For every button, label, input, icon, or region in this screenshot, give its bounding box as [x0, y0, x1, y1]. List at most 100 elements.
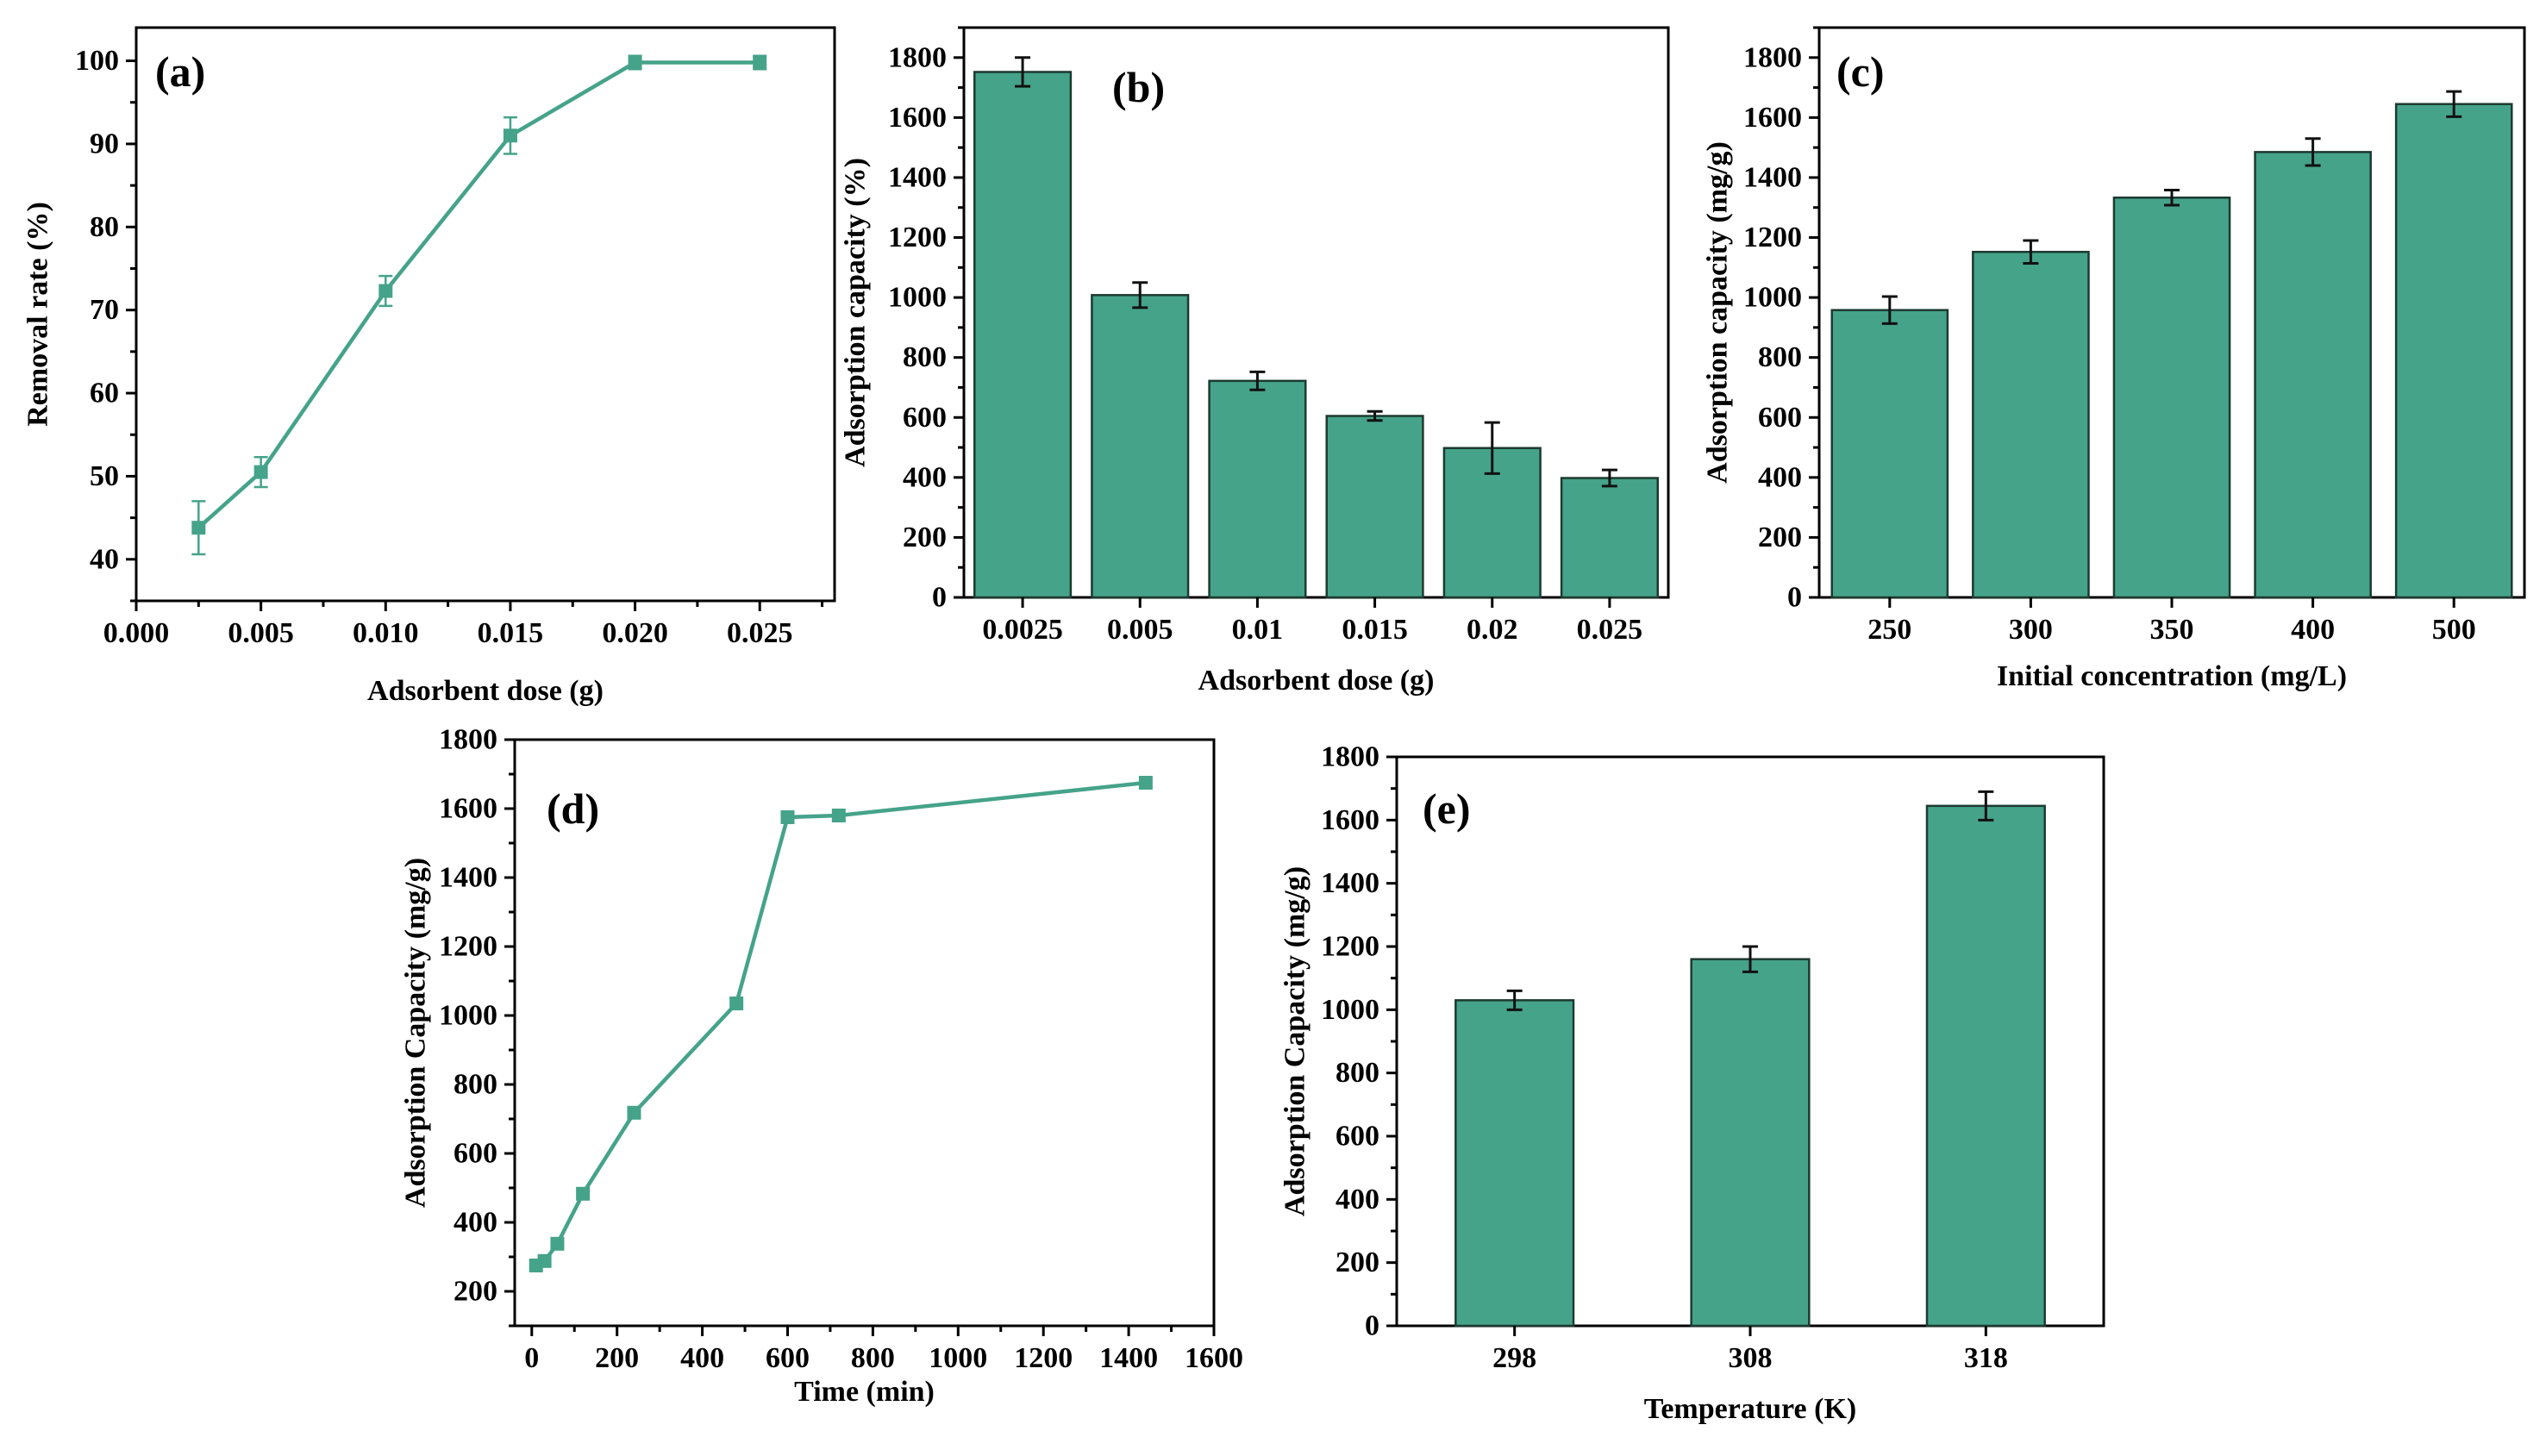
x-tick-label: 0.015	[478, 617, 544, 649]
x-tick-label: 400	[2291, 614, 2335, 646]
data-point	[576, 1186, 591, 1201]
data-point	[753, 55, 767, 70]
y-tick-label: 1200	[1743, 222, 1802, 253]
y-tick-label: 1000	[1743, 282, 1802, 314]
x-tick-label: 0.0025	[982, 614, 1063, 646]
x-tick-label: 0.01	[1232, 614, 1284, 646]
bar	[1972, 250, 2090, 599]
y-tick-label: 100	[75, 45, 119, 77]
data-point	[191, 521, 206, 535]
x-tick-label: 1000	[929, 1342, 987, 1374]
data-point	[780, 810, 795, 824]
x-tick-label: 308	[1729, 1342, 1773, 1374]
x-tick-label: 318	[1964, 1342, 2008, 1374]
x-tick-label: 1400	[1099, 1342, 1158, 1374]
x-tick-label: 400	[680, 1342, 724, 1374]
y-tick-label: 1400	[1743, 161, 1802, 193]
bar	[1690, 958, 1811, 1328]
y-tick-label: 40	[90, 543, 119, 575]
x-axis-title: Adsorbent dose (g)	[1198, 665, 1435, 697]
y-tick-label: 0	[1365, 1310, 1379, 1342]
y-tick-label: 600	[1336, 1121, 1379, 1153]
x-axis-title: Initial concentration (mg/L)	[1997, 660, 2347, 692]
x-tick-label: 600	[766, 1342, 810, 1374]
y-tick-label: 600	[454, 1138, 497, 1170]
y-tick-label: 200	[903, 522, 947, 553]
x-tick-label: 0.005	[1107, 614, 1173, 646]
x-axis-title: Time (min)	[794, 1376, 935, 1408]
x-tick-label: 0.015	[1342, 614, 1408, 646]
y-tick-label: 1200	[888, 222, 947, 253]
data-point	[831, 809, 846, 822]
y-tick-label: 1600	[1743, 102, 1802, 134]
bar	[1325, 415, 1424, 599]
y-tick-label: 400	[1758, 461, 1802, 493]
y-tick-label: 400	[1336, 1184, 1379, 1215]
y-tick-label: 800	[454, 1069, 497, 1101]
y-tick-label: 1400	[439, 862, 497, 894]
y-tick-label: 1200	[439, 931, 497, 963]
y-tick-label: 1000	[1321, 994, 1379, 1026]
x-axis-title: Adsorbent dose (g)	[367, 675, 604, 707]
bar	[1091, 294, 1190, 599]
data-point	[378, 284, 393, 298]
data-point	[503, 128, 517, 143]
y-tick-label: 400	[903, 461, 947, 493]
panel-e: 0 200 400 600 800 1000 1200 1400 1600 1800 Adsorpt…	[1279, 741, 2105, 1425]
series-line	[535, 780, 1147, 1267]
panel-label: (a)	[155, 47, 205, 96]
y-tick-label: 50	[90, 460, 119, 492]
bar	[2254, 151, 2372, 599]
x-tick-label: 0.025	[727, 617, 793, 649]
y-axis-title: Adsorption capacity (%)	[840, 158, 872, 467]
y-tick-label: 1000	[439, 1000, 497, 1032]
series-line	[197, 60, 760, 529]
bar	[1925, 804, 2046, 1328]
bar	[1454, 999, 1575, 1328]
bar	[973, 71, 1073, 599]
x-axis-title: Temperature (K)	[1644, 1393, 1856, 1425]
panel-label: (e)	[1423, 784, 1471, 833]
panel-c: 0 200 400 600 800 1000 1200 1400 1600 1800 Adsorpt…	[1702, 26, 2526, 692]
y-tick-label: 1000	[888, 282, 947, 314]
bar	[2394, 103, 2513, 599]
x-tick-label: 298	[1492, 1342, 1536, 1374]
y-tick-label: 200	[1336, 1247, 1379, 1278]
y-tick-label: 80	[90, 211, 119, 243]
y-tick-label: 0	[932, 582, 947, 614]
x-tick-label: 350	[2150, 614, 2194, 646]
y-tick-label: 1400	[888, 161, 947, 193]
plot-frame	[513, 738, 1216, 1328]
y-tick-label: 600	[1758, 402, 1802, 434]
data-point	[537, 1253, 552, 1268]
y-tick-label: 1400	[1321, 867, 1379, 899]
x-tick-label: 0.02	[1467, 614, 1518, 646]
x-tick-label: 0.020	[602, 617, 668, 649]
x-tick-label: 0.005	[228, 617, 294, 649]
x-tick-label: 300	[2009, 614, 2053, 646]
data-point	[253, 465, 268, 479]
y-tick-label: 800	[1336, 1057, 1379, 1089]
y-axis-title: Removal rate (%)	[22, 202, 54, 427]
y-axis-title: Adsorption Capacity (mg/g)	[400, 858, 432, 1208]
plot-frame	[962, 26, 1670, 599]
y-tick-label: 1800	[888, 41, 947, 73]
panel-label: (b)	[1112, 63, 1165, 111]
y-tick-label: 200	[1758, 522, 1802, 553]
bar	[1208, 379, 1307, 599]
panel-label: (d)	[547, 784, 599, 833]
y-tick-label: 1600	[888, 102, 947, 134]
x-tick-label: 250	[1867, 614, 1911, 646]
y-tick-label: 1800	[439, 724, 497, 756]
y-tick-label: 90	[90, 128, 119, 159]
x-tick-label: 500	[2432, 614, 2476, 646]
x-tick-label: 0.000	[103, 617, 170, 649]
y-axis-title: Adsorption capacity (mg/g)	[1702, 141, 1734, 484]
panel-d: 200 400 600 800 1000 1200 1400 1600 1800 Adsorpti…	[400, 724, 1244, 1409]
x-tick-label: 0.025	[1577, 614, 1643, 646]
bar	[1560, 477, 1659, 599]
y-tick-label: 70	[90, 294, 119, 326]
y-tick-label: 60	[90, 378, 119, 409]
x-tick-label: 0	[524, 1342, 539, 1374]
